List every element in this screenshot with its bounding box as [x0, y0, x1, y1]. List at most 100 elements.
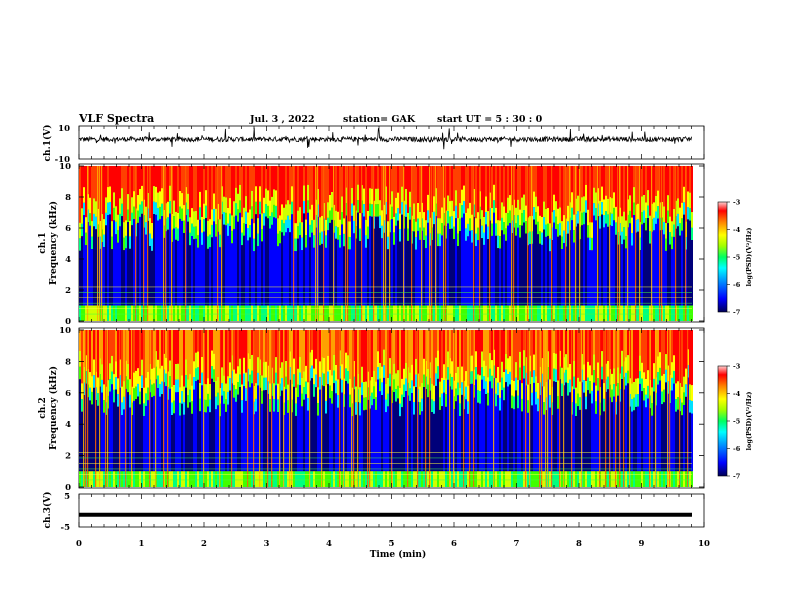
- spec1-cell: [395, 213, 397, 226]
- spec1-cell: [263, 197, 265, 214]
- spec2-cell: [477, 390, 479, 403]
- spec1-cell: [325, 247, 327, 306]
- spec1-sferic: [361, 166, 363, 321]
- spec2-cell: [223, 330, 225, 376]
- spec1-cell: [561, 236, 563, 249]
- spec2-cell: [613, 384, 615, 397]
- spec1-sferic: [147, 166, 149, 321]
- spec1-cell: [461, 189, 463, 206]
- spec2-cell: [637, 406, 639, 472]
- spec2-cell: [569, 379, 571, 393]
- spec2-cell: [621, 379, 623, 472]
- spec2-cell: [659, 352, 661, 368]
- spec1-cell: [691, 212, 693, 228]
- spec1-cell: [301, 222, 303, 238]
- spec1-cell: [595, 305, 597, 321]
- spec1-cell: [151, 223, 153, 239]
- spec1-cell: [273, 305, 275, 321]
- spec2-cell: [225, 399, 227, 412]
- spec1-cell: [471, 166, 473, 215]
- spec2-cell: [607, 330, 609, 361]
- spec1-cell: [131, 305, 133, 321]
- spec2-cell: [199, 383, 201, 399]
- spec1-cell: [643, 305, 645, 321]
- spec1-cell: [233, 305, 235, 321]
- spec1-cell: [505, 305, 507, 321]
- spec1-cell: [261, 229, 263, 242]
- spec2-cell: [293, 374, 295, 387]
- spec2-cell: [419, 471, 421, 487]
- spec1-cell: [159, 305, 161, 321]
- spec2-cell: [121, 415, 123, 472]
- spec2-cell: [423, 374, 425, 388]
- spec1-cell: [103, 219, 105, 235]
- spec1-cell: [587, 237, 589, 306]
- spec1-cell: [485, 224, 487, 306]
- spec2-cell: [515, 471, 517, 487]
- spec1-cell: [645, 305, 647, 321]
- spec1-cell: [671, 305, 673, 321]
- spec1-cell: [559, 305, 561, 321]
- spec2-cell: [677, 409, 679, 472]
- spec2-cell: [653, 391, 655, 472]
- spec2-cell: [403, 397, 405, 472]
- spec2-sferic: [231, 330, 233, 487]
- spec2-cell: [439, 409, 441, 472]
- spec1-cell: [497, 305, 499, 321]
- spec2-cell: [325, 400, 327, 414]
- spec1-cell: [211, 224, 213, 238]
- spec2-cell: [431, 383, 433, 400]
- spec2-sferic: [473, 330, 475, 487]
- spec1-cell: [175, 305, 177, 321]
- spec1-cell: [279, 305, 281, 321]
- spec1-cell: [495, 207, 497, 224]
- spec1-cell: [629, 166, 631, 196]
- spec1-cell: [605, 223, 607, 306]
- spec1-cell: [687, 305, 689, 321]
- spec2-cell: [313, 368, 315, 385]
- spec2-cell: [685, 330, 687, 369]
- spec1-cell: [189, 305, 191, 321]
- spec2-cell: [207, 330, 209, 379]
- spec1-cell: [295, 166, 297, 224]
- spec2-cell: [639, 355, 641, 372]
- spec2-cell: [211, 366, 213, 379]
- spec1-cell: [549, 238, 551, 252]
- spec2-cell: [379, 378, 381, 392]
- spec2-cell: [595, 330, 597, 386]
- spec2-cell: [433, 330, 435, 386]
- spec2-cell: [537, 411, 539, 472]
- spec2-cell: [387, 406, 389, 472]
- spec2-cell: [517, 408, 519, 472]
- spec2-cell: [141, 471, 143, 487]
- spec2-cell: [325, 330, 327, 386]
- spec1-cell: [263, 305, 265, 321]
- spec2-cell: [223, 403, 225, 472]
- spec1-cell: [301, 237, 303, 251]
- spec1-cell: [587, 305, 589, 321]
- spec1-cell: [601, 214, 603, 306]
- spec2-cell: [245, 388, 247, 401]
- spec1-cell: [507, 225, 509, 306]
- spec1-cell: [615, 222, 617, 235]
- spec2-sferic: [357, 330, 359, 487]
- spec2-cell: [503, 372, 505, 388]
- spec1-cell: [287, 215, 289, 229]
- spec1-cell: [605, 305, 607, 321]
- xtick-label: 10: [698, 539, 710, 549]
- spec2-cell: [157, 359, 159, 376]
- spec1-cell: [483, 217, 485, 233]
- spec1-cell: [111, 236, 113, 250]
- spec1-cell: [327, 230, 329, 306]
- spec1-cell: [245, 305, 247, 321]
- spec2-cell: [597, 378, 599, 391]
- spec1-cell: [545, 236, 547, 306]
- spec1-cell: [577, 305, 579, 321]
- spec2-cell: [173, 413, 175, 472]
- spec2-cell: [135, 330, 137, 371]
- spec1-cell: [141, 185, 143, 202]
- spec1-cell: [105, 197, 107, 213]
- spec2-cell: [561, 330, 563, 368]
- spec2-cell: [487, 392, 489, 406]
